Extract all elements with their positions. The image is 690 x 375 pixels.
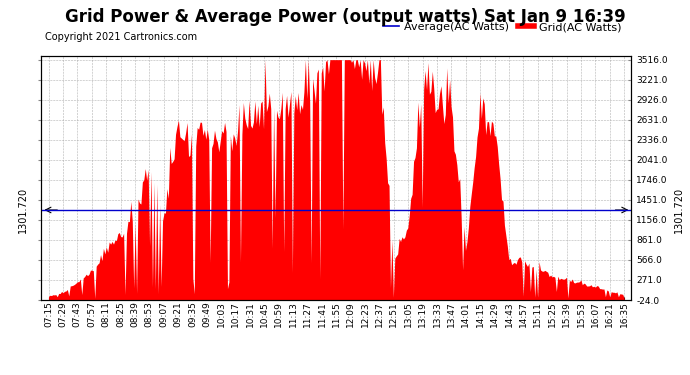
Text: Grid Power & Average Power (output watts) Sat Jan 9 16:39: Grid Power & Average Power (output watts… (65, 8, 625, 26)
Text: 1301.720: 1301.720 (18, 187, 28, 233)
Text: 1301.720: 1301.720 (673, 187, 684, 233)
Legend: Average(AC Watts), Grid(AC Watts): Average(AC Watts), Grid(AC Watts) (378, 18, 626, 37)
Text: Copyright 2021 Cartronics.com: Copyright 2021 Cartronics.com (45, 32, 197, 42)
